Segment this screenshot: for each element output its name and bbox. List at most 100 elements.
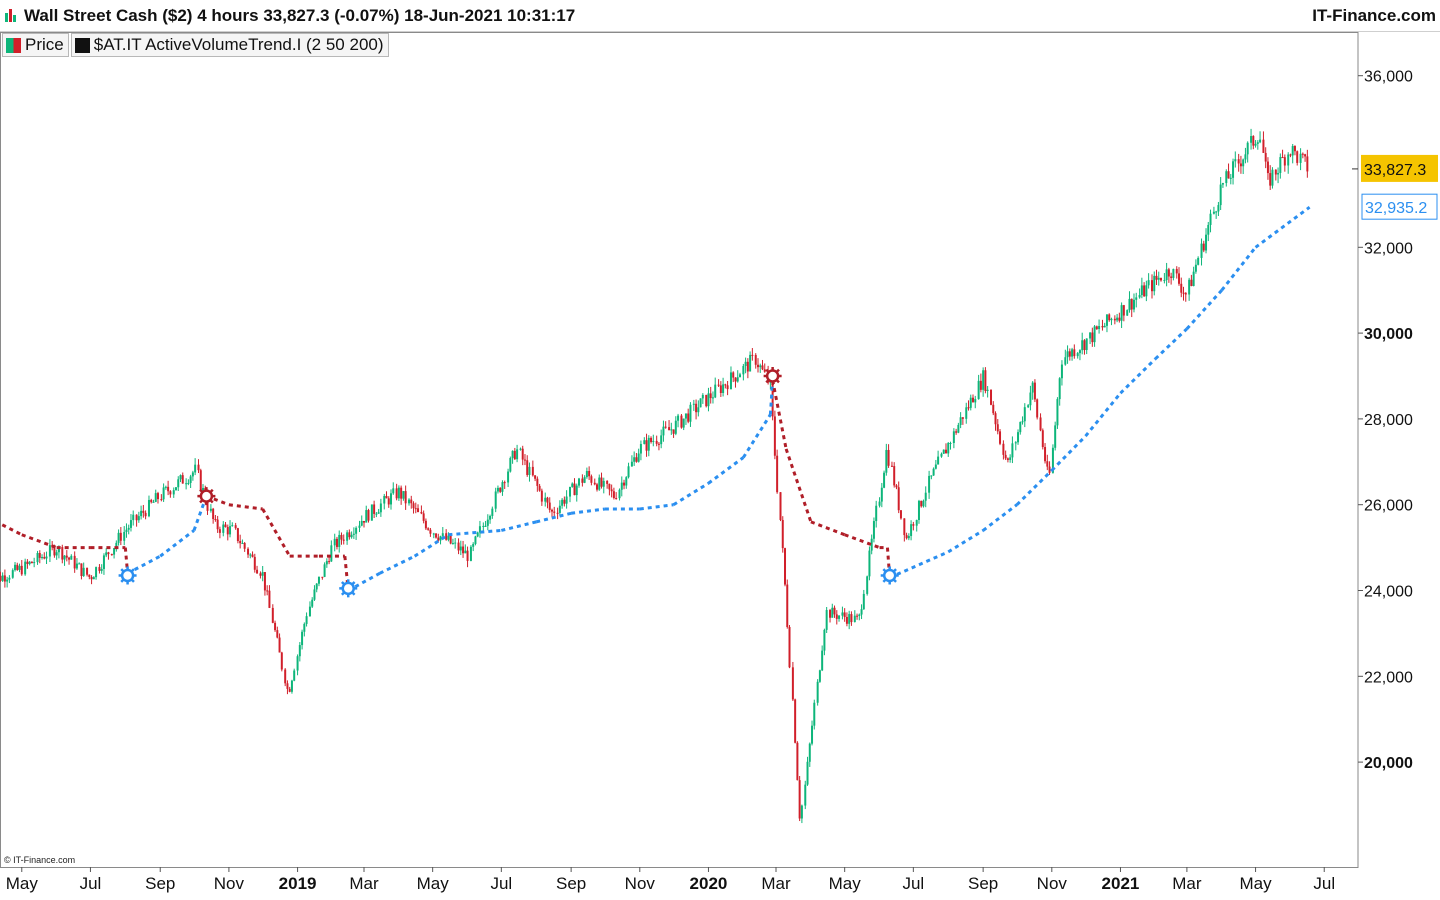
price-candle — [744, 361, 747, 367]
price-candle — [920, 500, 923, 507]
price-candle — [1237, 159, 1240, 164]
indicator-swatch-icon — [74, 37, 90, 53]
x-tick-label: May — [1239, 874, 1272, 893]
price-candle — [711, 397, 714, 399]
price-candle — [420, 512, 423, 514]
x-tick-label: 2020 — [690, 874, 728, 893]
x-tick-label: Mar — [1172, 874, 1202, 893]
price-candle — [499, 487, 502, 492]
price-candle — [164, 486, 167, 488]
price-candle — [290, 680, 293, 692]
price-candle — [82, 567, 85, 577]
price-candle — [1046, 461, 1049, 467]
price-candle — [1212, 211, 1215, 214]
price-candle — [630, 461, 633, 467]
price-candle — [1175, 268, 1178, 274]
price-candle — [55, 552, 58, 556]
indicator-line-segment — [500, 520, 537, 532]
price-candle — [365, 510, 368, 523]
price-candle — [236, 528, 239, 542]
price-candle — [1215, 211, 1218, 213]
legend-item-price[interactable]: Price — [2, 33, 69, 57]
signal-ring — [341, 581, 355, 596]
price-candle — [410, 499, 413, 504]
y-tick-label: 24,000 — [1364, 584, 1413, 601]
price-candle — [1060, 364, 1063, 379]
price-candle — [738, 374, 741, 378]
indicator-layer — [0, 205, 1311, 598]
price-candle — [377, 512, 380, 514]
price-candle — [330, 545, 333, 562]
price-candle — [78, 563, 81, 565]
price-candle — [24, 561, 27, 575]
price-candle — [387, 498, 390, 505]
price-candle — [885, 449, 888, 473]
price-candle — [1014, 442, 1017, 444]
price-candle — [6, 579, 9, 582]
price-candle — [1110, 318, 1113, 321]
x-tick-label: 2021 — [1102, 874, 1140, 893]
sell-signal-icon — [763, 367, 782, 385]
price-candle — [1076, 353, 1079, 357]
price-candle — [749, 354, 752, 372]
price-chart[interactable]: 36,000 32,000 30,000 28,000 26,000 24,000 22,0… — [0, 32, 1440, 900]
price-candle — [756, 364, 759, 368]
price-candle — [482, 525, 485, 527]
price-candle — [325, 561, 328, 565]
price-candle — [1209, 213, 1212, 225]
indicator-line-segment — [570, 507, 606, 515]
price-candle — [707, 393, 710, 407]
price-candle — [558, 505, 561, 513]
price-candle — [652, 440, 655, 442]
price-candle — [823, 629, 826, 651]
price-candle — [1182, 292, 1185, 294]
price-candle — [536, 478, 539, 486]
price-candle — [714, 384, 717, 398]
price-candle — [1098, 326, 1101, 329]
price-candle — [147, 499, 150, 517]
price-candle — [202, 488, 205, 491]
price-candle — [538, 485, 541, 491]
price-candle — [1006, 458, 1009, 460]
price-candle — [340, 534, 343, 540]
price-candle — [1095, 326, 1098, 329]
price-candle — [1239, 163, 1242, 167]
price-candle — [459, 546, 462, 551]
price-candle — [1232, 161, 1235, 178]
indicator-line-segment — [192, 495, 208, 531]
price-candle — [278, 637, 281, 653]
indicator-line-segment — [771, 380, 788, 450]
price-candle — [776, 455, 779, 493]
price-candle — [395, 488, 398, 499]
price-candle — [1071, 349, 1074, 357]
indicator-line-segment — [707, 456, 745, 485]
x-tick-label: Jul — [902, 874, 924, 893]
price-candle — [90, 576, 93, 580]
price-candle — [75, 563, 78, 569]
price-candle — [218, 529, 221, 533]
price-candle — [972, 397, 975, 403]
price-candle — [293, 670, 296, 681]
indicator-last-label: 32,935.2 — [1365, 200, 1427, 217]
price-candle — [1023, 407, 1026, 422]
price-candle — [1172, 268, 1175, 278]
price-candle — [635, 457, 638, 462]
indicator-line-segment — [982, 503, 1018, 532]
price-candle — [229, 526, 232, 535]
price-candle — [959, 417, 962, 425]
price-candle — [1167, 269, 1170, 277]
legend-item-indicator[interactable]: $AT.IT ActiveVolumeTrend.I (2 50 200) — [70, 33, 389, 57]
price-candle — [1113, 318, 1116, 321]
price-candle — [390, 493, 393, 505]
price-candle — [647, 437, 650, 451]
price-candle — [781, 519, 784, 549]
price-candle — [534, 475, 537, 479]
price-candle — [866, 576, 869, 594]
price-candle — [1083, 340, 1086, 351]
price-candle — [1145, 285, 1148, 297]
price-candle — [57, 547, 60, 553]
x-tick-label: Nov — [1037, 874, 1068, 893]
price-candle — [1101, 326, 1104, 328]
price-candle — [216, 519, 219, 530]
price-candle — [600, 477, 603, 487]
